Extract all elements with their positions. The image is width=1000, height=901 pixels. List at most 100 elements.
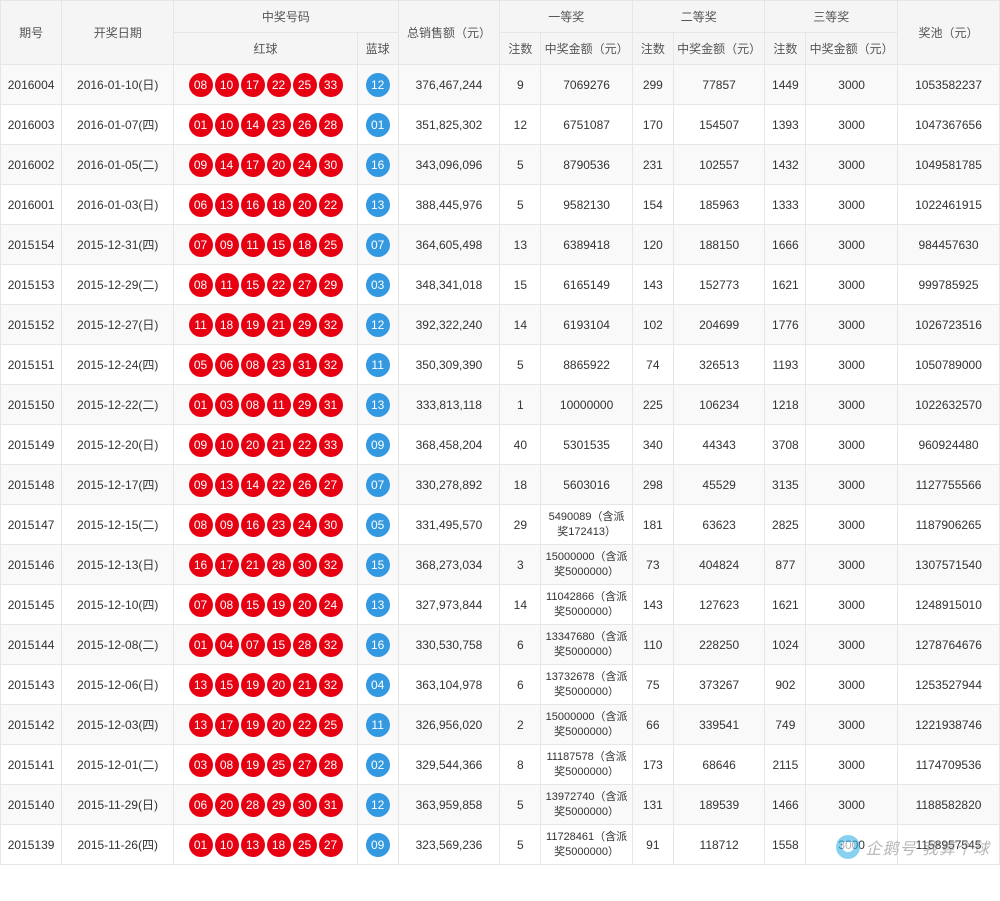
blue-ball-cell: 09 [357,425,398,465]
red-ball: 22 [267,273,291,297]
red-ball: 32 [319,353,343,377]
red-balls-cell: 011014232628 [174,105,357,145]
red-ball: 19 [241,713,265,737]
cell: 3000 [806,305,898,345]
cell: 13347680（含派奖5000000） [541,625,633,665]
cell: 3000 [806,745,898,785]
red-ball: 24 [319,593,343,617]
red-ball: 23 [267,353,291,377]
blue-ball-cell: 13 [357,185,398,225]
lottery-results-table: 期号 开奖日期 中奖号码 总销售额（元） 一等奖 二等奖 三等奖 奖池（元） 红… [0,0,1000,865]
cell: 1307571540 [898,545,1000,585]
cell: 2016004 [1,65,62,105]
cell: 14 [500,305,541,345]
cell: 3000 [806,705,898,745]
table-row: 20151442015-12-08(二)01040715283216330,53… [1,625,1000,665]
table-row: 20151472015-12-15(二)08091623243005331,49… [1,505,1000,545]
cell: 877 [765,545,806,585]
col-p3-amount: 中奖金额（元） [806,33,898,65]
blue-ball-cell: 09 [357,825,398,865]
red-ball: 08 [189,513,213,537]
col-blue: 蓝球 [357,33,398,65]
cell: 131 [632,785,673,825]
red-ball: 18 [267,833,291,857]
cell: 18 [500,465,541,505]
cell: 189539 [673,785,765,825]
red-ball: 30 [319,513,343,537]
cell: 327,973,844 [398,585,500,625]
red-ball: 20 [215,793,239,817]
cell: 15000000（含派奖5000000） [541,545,633,585]
cell: 5 [500,145,541,185]
blue-ball-cell: 12 [357,305,398,345]
red-ball: 25 [293,73,317,97]
table-row: 20160022016-01-05(二)09141720243016343,09… [1,145,1000,185]
red-ball: 17 [241,73,265,97]
cell: 960924480 [898,425,1000,465]
cell: 984457630 [898,225,1000,265]
col-red: 红球 [174,33,357,65]
blue-ball-cell: 04 [357,665,398,705]
cell: 2825 [765,505,806,545]
red-ball: 25 [267,753,291,777]
red-ball: 26 [293,473,317,497]
blue-ball-cell: 07 [357,465,398,505]
red-ball: 20 [267,713,291,737]
cell: 1047367656 [898,105,1000,145]
cell: 2016003 [1,105,62,145]
cell: 373267 [673,665,765,705]
cell: 1026723516 [898,305,1000,345]
cell: 363,104,978 [398,665,500,705]
cell: 231 [632,145,673,185]
cell: 2015-12-08(二) [62,625,174,665]
cell: 2016002 [1,145,62,185]
table-row: 20151512015-12-24(四)05060823313211350,30… [1,345,1000,385]
red-balls-cell: 070815192024 [174,585,357,625]
cell: 1776 [765,305,806,345]
cell: 188150 [673,225,765,265]
cell: 363,959,858 [398,785,500,825]
cell: 1049581785 [898,145,1000,185]
cell: 2015-12-01(二) [62,745,174,785]
red-ball: 18 [215,313,239,337]
red-ball: 20 [241,433,265,457]
cell: 2015-12-22(二) [62,385,174,425]
blue-ball: 13 [366,193,390,217]
cell: 299 [632,65,673,105]
red-ball: 13 [241,833,265,857]
cell: 2015140 [1,785,62,825]
blue-ball-cell: 15 [357,545,398,585]
cell: 40 [500,425,541,465]
red-ball: 18 [267,193,291,217]
red-ball: 33 [319,73,343,97]
red-ball: 27 [319,833,343,857]
cell: 8 [500,745,541,785]
cell: 368,458,204 [398,425,500,465]
cell: 13 [500,225,541,265]
red-ball: 29 [293,313,317,337]
cell: 339541 [673,705,765,745]
red-ball: 21 [241,553,265,577]
red-ball: 01 [189,833,213,857]
cell: 999785925 [898,265,1000,305]
red-ball: 26 [293,113,317,137]
cell: 181 [632,505,673,545]
cell: 8790536 [541,145,633,185]
red-ball: 06 [215,353,239,377]
cell: 11728461（含派奖5000000） [541,825,633,865]
red-ball: 30 [319,153,343,177]
red-ball: 09 [189,153,213,177]
cell: 364,605,498 [398,225,500,265]
table-row: 20151402015-11-29(日)06202829303112363,95… [1,785,1000,825]
red-ball: 27 [293,273,317,297]
cell: 75 [632,665,673,705]
red-balls-cell: 081115222729 [174,265,357,305]
cell: 3000 [806,545,898,585]
red-ball: 20 [293,193,317,217]
cell: 45529 [673,465,765,505]
cell: 323,569,236 [398,825,500,865]
cell: 2015148 [1,465,62,505]
table-body: 20160042016-01-10(日)08101722253312376,46… [1,65,1000,865]
cell: 2015-12-03(四) [62,705,174,745]
cell: 2016001 [1,185,62,225]
